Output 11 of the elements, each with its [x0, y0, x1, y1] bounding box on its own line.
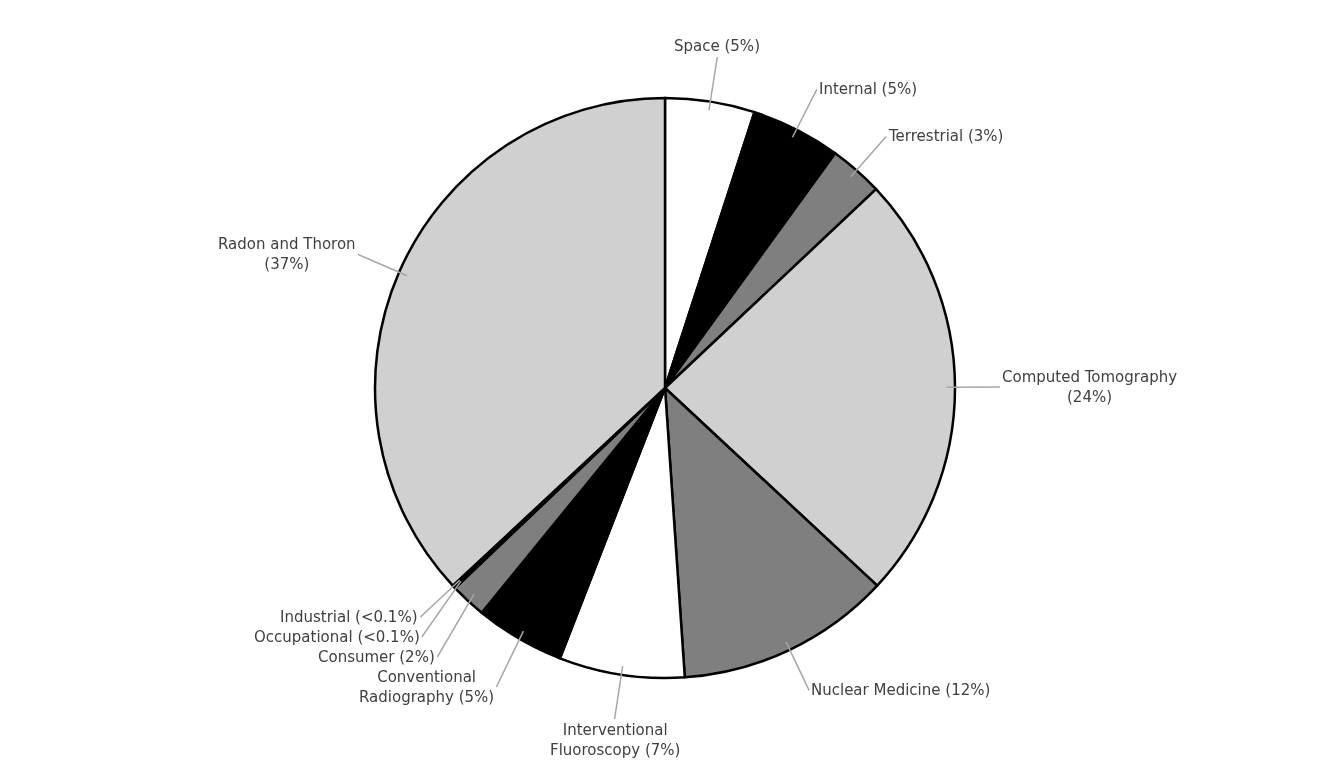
slice-label: Industrial (<0.1%) [280, 608, 418, 626]
slice-label: Nuclear Medicine (12%) [811, 681, 991, 699]
slice-label: Terrestrial (3%) [888, 127, 1004, 145]
slice-label: Consumer (2%) [318, 648, 435, 666]
slice-label: Computed Tomography (24%) [1002, 368, 1178, 406]
slice-label: Radon and Thoron (37%) [218, 235, 356, 273]
slice-label: Interventional Fluoroscopy (7%) [550, 721, 681, 759]
slice-label: Conventional Radiography (5%) [359, 668, 495, 706]
slice-label: Space (5%) [674, 37, 760, 55]
slice-label: Internal (5%) [819, 80, 918, 98]
slice-label: Occupational (<0.1%) [254, 628, 420, 646]
